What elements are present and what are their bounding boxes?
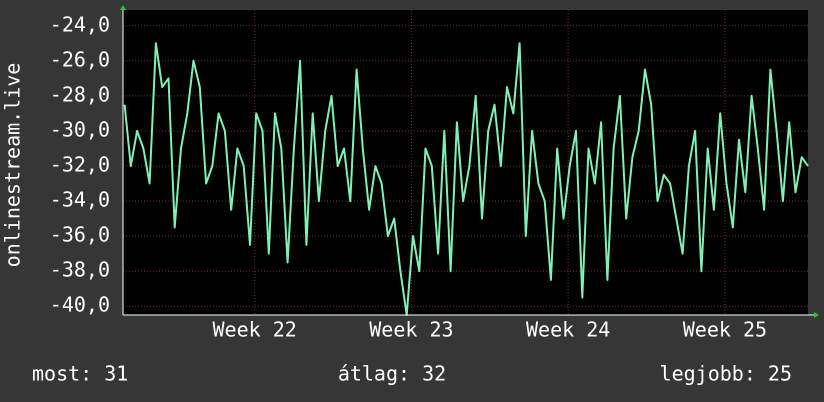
x-tick-label: Week 22 (213, 318, 297, 342)
y-axis-label: onlinestream.live (1, 63, 25, 268)
y-tick-label: -38,0 (50, 258, 110, 282)
y-tick-label: -36,0 (50, 223, 110, 247)
footer-average: átlag: 32 (338, 362, 446, 386)
x-tick-label: Week 24 (526, 318, 610, 342)
y-tick-label: -30,0 (50, 117, 110, 141)
y-tick-label: -28,0 (50, 82, 110, 106)
footer-current: most: 31 (32, 362, 128, 386)
plot-area (123, 10, 808, 315)
plot (123, 42, 809, 316)
footer-best: legjobb: 25 (660, 362, 792, 386)
y-tick-label: -32,0 (50, 153, 110, 177)
y-tick-label: -40,0 (50, 293, 110, 317)
y-tick-label: -26,0 (50, 47, 110, 71)
x-tick-label: Week 25 (683, 318, 767, 342)
data-line (123, 42, 809, 316)
x-tick-label: Week 23 (369, 318, 453, 342)
x-arrow (814, 312, 819, 318)
grid (123, 10, 808, 315)
y-arrow (120, 5, 126, 10)
y-tick-label: -34,0 (50, 188, 110, 212)
y-tick-label: -24,0 (50, 12, 110, 36)
